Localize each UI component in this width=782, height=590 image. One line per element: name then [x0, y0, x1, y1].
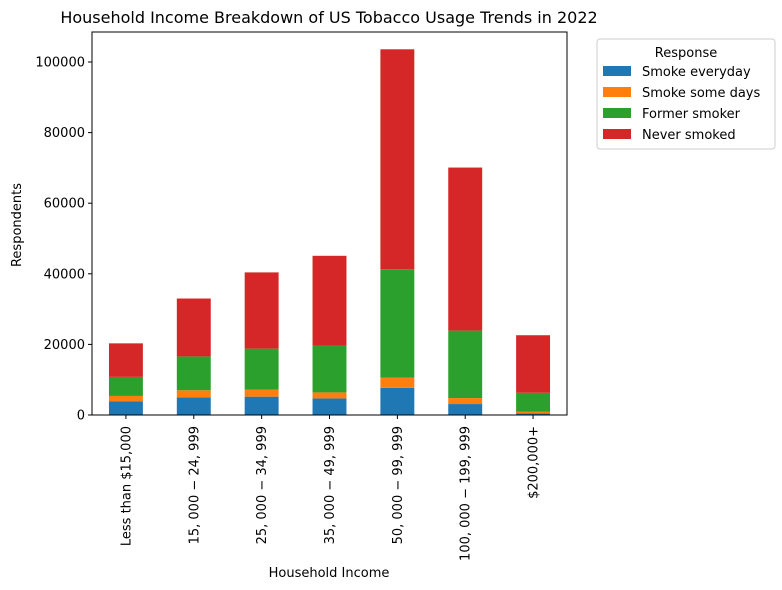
- y-axis-title: Respondents: [10, 183, 25, 267]
- bar-segment: [176, 397, 211, 415]
- bar-segment: [380, 387, 415, 415]
- legend-label: Smoke some days: [642, 86, 760, 101]
- bar-segment: [244, 348, 279, 390]
- x-tick-label: 15, 000 − 24, 999: [187, 426, 202, 544]
- bar-segment: [380, 269, 415, 378]
- y-tick-label: 20000: [44, 338, 85, 353]
- y-tick-label: 60000: [44, 197, 85, 212]
- y-tick-label: 40000: [44, 267, 85, 282]
- bar-segment: [312, 392, 347, 399]
- y-tick-label: 80000: [44, 126, 85, 141]
- legend-swatch: [603, 87, 631, 97]
- bar-segment: [244, 389, 279, 397]
- bar-segment: [448, 404, 483, 415]
- legend-swatch: [603, 108, 631, 118]
- bar-segment: [380, 377, 415, 388]
- x-axis: Less than $15,000 15, 000 − 24, 999 25, 00…: [119, 415, 542, 561]
- bar-segment: [108, 395, 143, 402]
- bar-segment: [108, 376, 143, 396]
- legend-label: Former smoker: [642, 107, 741, 122]
- y-tick-label: 100000: [35, 56, 85, 71]
- bar-segment: [516, 411, 551, 414]
- bar-segment: [516, 392, 551, 412]
- legend-swatch: [603, 129, 631, 139]
- legend-label: Never smoked: [642, 128, 736, 143]
- x-axis-title: Household Income: [269, 566, 390, 581]
- x-tick-label: 35, 000 − 49, 999: [323, 426, 338, 544]
- x-tick-label: Less than $15,000: [119, 426, 134, 546]
- bar-segment: [108, 343, 143, 377]
- bar-segment: [380, 49, 415, 270]
- bar-segment: [108, 401, 143, 415]
- x-tick-label: $200,000+: [527, 426, 542, 499]
- bar-segment: [312, 255, 347, 346]
- y-tick-label: 0: [77, 409, 85, 424]
- bar-segment: [312, 345, 347, 393]
- bar-segment: [176, 298, 211, 357]
- legend-title: Response: [655, 46, 717, 61]
- legend-label: Smoke everyday: [642, 65, 751, 80]
- bar-segment: [312, 398, 347, 415]
- bar-segment: [176, 356, 211, 391]
- x-tick-label: 50, 000 − 99, 999: [391, 426, 406, 544]
- x-tick-label: 25, 000 − 34, 999: [255, 426, 270, 544]
- legend-swatch: [603, 66, 631, 76]
- bar-segment: [448, 167, 483, 331]
- legend: Response Smoke everyday Smoke some days Fo…: [596, 38, 776, 150]
- bar-segment: [516, 335, 551, 393]
- bar-segment: [516, 413, 551, 415]
- plot-area: [108, 49, 551, 415]
- bar-segment: [244, 272, 279, 349]
- chart-title: Household Income Breakdown of US Tobacco…: [60, 8, 597, 27]
- legend-box: [596, 38, 776, 150]
- bar-segment: [176, 390, 211, 398]
- x-tick-label: 100, 000 − 199, 999: [459, 426, 474, 561]
- bar-segment: [448, 330, 483, 399]
- y-axis: 0 20000 40000 60000 80000 100000: [35, 56, 92, 424]
- bar-segment: [448, 398, 483, 405]
- bar-segment: [244, 396, 279, 415]
